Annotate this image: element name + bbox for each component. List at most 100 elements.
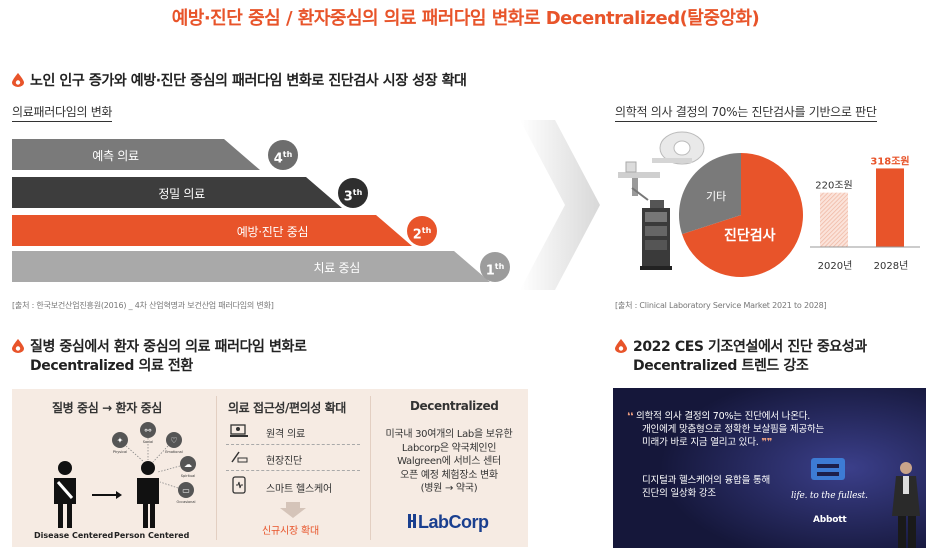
drop-icon — [615, 339, 627, 353]
spiritual-icon — [180, 456, 196, 472]
disease-person-icon — [54, 461, 76, 528]
col3-description: 미국내 30여개의 Lab을 보유한 Labcorp은 약국체인인 Walgre… — [376, 428, 522, 496]
quote-open-mark: ❛❛ — [627, 411, 634, 422]
stage-badge-number: 2 — [412, 227, 422, 243]
section4-heading-line1: 2022 CES 기조연설에서 진단 중요성과 — [633, 339, 867, 355]
drop-icon — [12, 73, 24, 87]
stage-badge: 4th — [268, 140, 298, 170]
paradigm-bar: 치료 중심 — [12, 251, 490, 282]
stage-badge-suffix: th — [282, 150, 293, 159]
section4-heading-line2: Decentralized 트렌드 강조 — [633, 358, 809, 374]
divider-line — [226, 470, 360, 471]
quote-block: ❛❛ 의학적 의사 결정의 70%는 진단에서 나온다. 개인에게 맞춤형으로 … — [627, 410, 824, 449]
market-bar-chart: 220조원 318조원 — [810, 155, 920, 248]
svg-text:Physical: Physical — [113, 450, 127, 454]
stage-badge-number: 1 — [485, 263, 495, 279]
col2-item-remote: 원격 의료 — [266, 429, 305, 440]
col3-line: (병원 → 약국) — [420, 483, 478, 494]
disease-centered-caption: Disease Centered — [34, 531, 114, 540]
emotional-icon — [166, 432, 182, 448]
col2-result: 신규시장 확대 — [262, 526, 319, 537]
bar-2028 — [876, 168, 904, 247]
stage-badge: 1th — [480, 252, 510, 282]
col3-line: Labcorp은 약국체인인 — [401, 442, 497, 454]
labcorp-mark-icon — [408, 514, 416, 528]
body-line: 진단의 일상화 강조 — [642, 488, 716, 499]
ces-keynote-image: ❛❛ 의학적 의사 결정의 70%는 진단에서 나온다. 개인에게 맞춤형으로 … — [613, 388, 926, 548]
section2-source: [출처 : Clinical Laboratory Service Market… — [615, 301, 827, 310]
paradigm-bar-label: 예방·진단 중심 — [236, 225, 309, 239]
quote-line: 미래가 바로 지금 열리고 있다. — [642, 437, 759, 448]
paradigm-bar-label: 치료 중심 — [313, 261, 361, 275]
col2-item-smart: 스마트 헬스케어 — [266, 484, 332, 495]
svg-text:Spiritual: Spiritual — [181, 474, 196, 478]
stage-badge-number: 4 — [273, 151, 283, 167]
quote-line: 개인에게 맞춤형으로 정확한 보살핌을 제공하는 — [642, 424, 825, 435]
quote-close-mark: ❞❞ — [761, 437, 773, 448]
occasional-icon — [178, 482, 194, 498]
smartphone-icon — [232, 476, 246, 494]
divider-line — [226, 444, 360, 445]
pie-slice-diagnostics — [682, 153, 803, 277]
transition-arrow-icon — [520, 120, 600, 290]
paradigm-bar: 예방·진단 중심 — [12, 215, 412, 246]
social-icon — [140, 422, 156, 438]
monitor-icon — [230, 424, 248, 437]
svg-text:♡: ♡ — [170, 436, 177, 445]
stage-badge: 3th — [338, 178, 368, 208]
abbott-brand: Abbott — [813, 515, 847, 525]
paradigm-bar-label: 예측 의료 — [92, 149, 139, 163]
col3-line: Walgreen에 서비스 센터 — [397, 456, 501, 467]
col3-title: Decentralized — [410, 399, 499, 413]
stage-background — [613, 388, 926, 548]
abbott-logo-icon — [811, 458, 845, 480]
section2-subheading: 의학적 의사 결정의 70%는 진단검사를 기반으로 판단 — [615, 103, 877, 122]
decentralized-panel — [12, 389, 528, 547]
svg-text:Social: Social — [143, 440, 153, 444]
page-title: 예방·진단 중심 / 환자중심의 의료 패러다임 변화로 Decentraliz… — [171, 8, 760, 29]
pie-slice-other — [679, 153, 741, 235]
patient-centered-diagram: ✦ ⚯ ♡ ☁ ▭ Physical Social Emotional Spiritua… — [54, 422, 196, 528]
bar-value-2028: 318조원 — [870, 155, 909, 167]
pie-label-main: 진단검사 — [724, 227, 776, 244]
section3-heading: 질병 중심에서 환자 중심의 의료 패러다임 변화로 Decentralized… — [12, 338, 307, 376]
col1-title: 질병 중심 → 환자 중심 — [52, 401, 162, 415]
stage-badge: 2th — [407, 216, 437, 246]
col2-title: 의료 접근성/편의성 확대 — [228, 401, 346, 415]
section1-heading: 노인 인구 증가와 예방·진단 중심의 패러다임 변화로 진단검사 시장 성장 … — [12, 72, 467, 91]
col3-line: 미국내 30여개의 Lab을 보유한 — [385, 429, 513, 440]
speaker-figure — [892, 462, 920, 548]
labcorp-logo: LabCorp — [408, 512, 489, 534]
svg-text:Emotional: Emotional — [165, 450, 183, 454]
svg-text:✦: ✦ — [117, 436, 124, 445]
abbott-tagline: life. to the fullest. — [791, 491, 868, 501]
physical-icon — [112, 432, 128, 448]
test-device-icon — [231, 451, 248, 463]
section4-heading: 2022 CES 기조연설에서 진단 중요성과 Decentralized 트렌… — [615, 338, 867, 376]
bar-2020 — [820, 192, 848, 247]
medical-equipment-illustration — [618, 131, 705, 270]
bar-category-2020: 2020년 — [817, 261, 853, 272]
labcorp-logo-text: LabCorp — [418, 512, 489, 532]
svg-text:☁: ☁ — [184, 460, 192, 469]
column-divider — [370, 396, 371, 540]
down-arrow-icon — [280, 502, 306, 518]
stage-badge-suffix: th — [421, 226, 432, 235]
section1-source: [출처 : 한국보건산업진흥원(2016) _ 4차 산업혁명과 보건산업 패러… — [12, 301, 274, 310]
person-centered-caption: Person Centered — [114, 531, 190, 540]
stage-badge-suffix: th — [352, 188, 363, 197]
stage-badge-suffix: th — [494, 262, 505, 271]
person-centered-icon — [137, 461, 159, 528]
svg-text:▭: ▭ — [182, 486, 190, 495]
paradigm-bar: 예측 의료 — [12, 139, 260, 170]
paradigm-bar-label: 정밀 의료 — [158, 187, 205, 201]
col2-item-poct: 현장진단 — [266, 456, 302, 467]
keynote-body: 디지털과 헬스케어의 융합을 통해 진단의 일상화 강조 — [642, 474, 770, 500]
column-divider — [216, 396, 217, 540]
section3-heading-line2: Decentralized 의료 전환 — [30, 358, 193, 374]
section3-heading-line1: 질병 중심에서 환자 중심의 의료 패러다임 변화로 — [30, 339, 307, 355]
body-line: 디지털과 헬스케어의 융합을 통해 — [642, 475, 771, 486]
svg-text:Occasional: Occasional — [176, 500, 195, 504]
pie-label-other: 기타 — [706, 190, 726, 203]
drop-icon — [12, 339, 24, 353]
